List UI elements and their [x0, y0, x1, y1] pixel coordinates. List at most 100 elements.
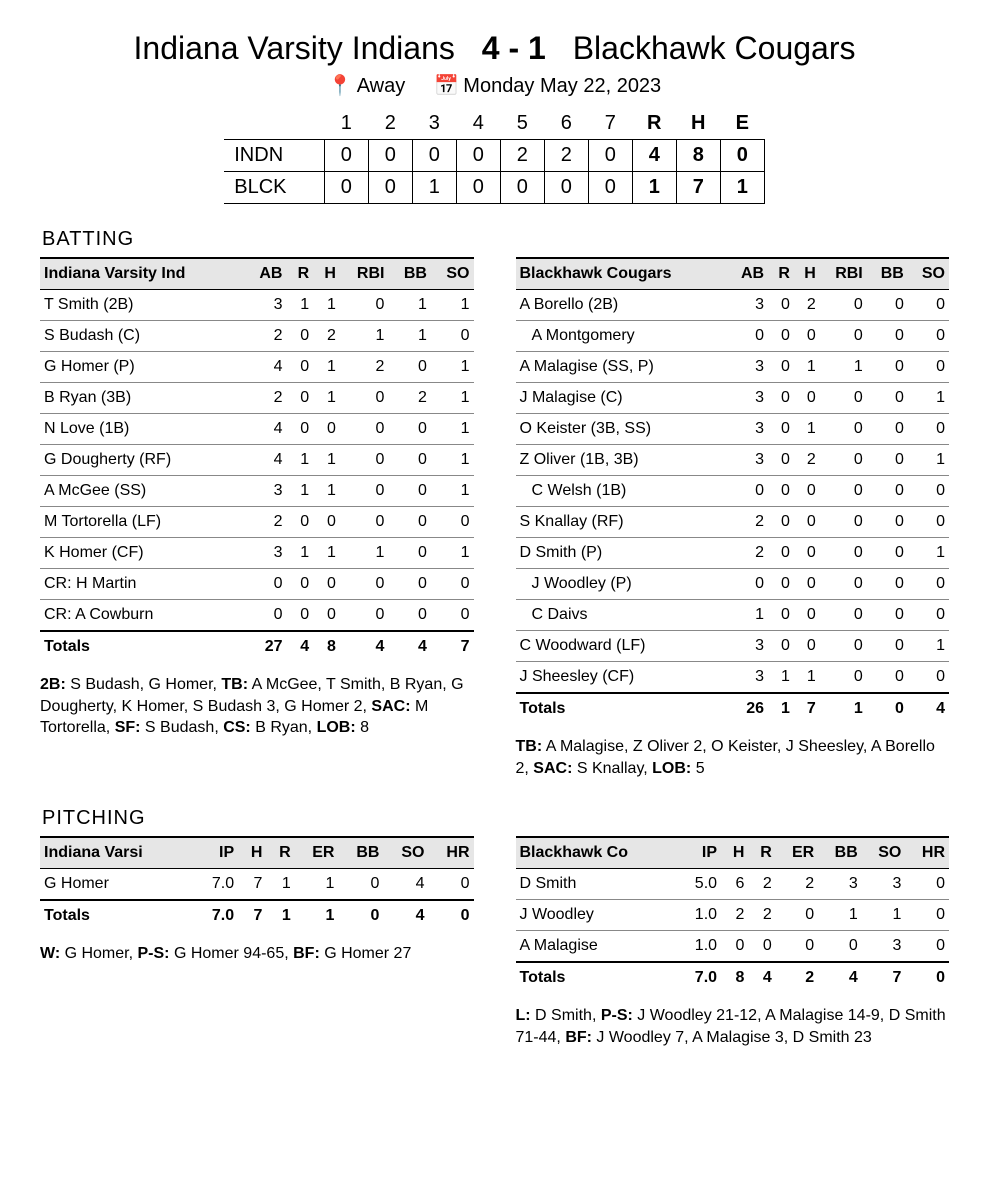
stat-cell: 0: [908, 507, 949, 538]
game-header: Indiana Varsity Indians 4 - 1 Blackhawk …: [40, 30, 949, 98]
stat-cell: 0: [794, 507, 820, 538]
stat-cell: 4: [383, 869, 428, 901]
box-col-header: R: [748, 837, 775, 869]
box-row: J Malagise (C)300001: [516, 383, 950, 414]
box-row: G Homer (P)401201: [40, 352, 474, 383]
box-col-header: H: [313, 258, 340, 290]
stat-cell: 1: [794, 662, 820, 694]
stat-cell: 2: [727, 507, 768, 538]
stat-cell: 1: [266, 869, 294, 901]
totals-cell: 4: [383, 900, 428, 931]
stat-cell: 0: [338, 869, 383, 901]
home-team-name: Blackhawk Cougars: [573, 30, 856, 66]
box-row: N Love (1B)400001: [40, 414, 474, 445]
box-col-header: H: [238, 837, 266, 869]
player-name: Z Oliver (1B, 3B): [516, 445, 727, 476]
stat-cell: 0: [388, 538, 430, 569]
box-row: T Smith (2B)311011: [40, 290, 474, 321]
stat-cell: 0: [721, 931, 748, 963]
date-label: Monday May 22, 2023: [463, 75, 661, 97]
stat-cell: 2: [244, 321, 286, 352]
stat-cell: 0: [244, 569, 286, 600]
box-col-header: BB: [867, 258, 908, 290]
stat-cell: 0: [768, 538, 794, 569]
stat-cell: 0: [908, 414, 949, 445]
stat-cell: 1: [286, 290, 313, 321]
stat-cell: 0: [818, 931, 862, 963]
box-team-header: Indiana Varsi: [40, 837, 194, 869]
inning-header: 1: [324, 108, 368, 140]
stat-cell: 0: [794, 600, 820, 631]
stat-cell: 0: [727, 569, 768, 600]
stat-cell: 0: [820, 569, 867, 600]
player-name: D Smith: [516, 869, 679, 900]
stat-cell: 1: [313, 383, 340, 414]
rhe-header: E: [720, 108, 764, 140]
box-team-header: Indiana Varsity Ind: [40, 258, 244, 290]
box-col-header: R: [286, 258, 313, 290]
batting-home-notes: TB: A Malagise, Z Oliver 2, O Keister, J…: [516, 736, 950, 779]
stat-cell: 2: [776, 869, 818, 900]
stat-cell: 0: [768, 414, 794, 445]
totals-label: Totals: [516, 962, 679, 993]
stat-cell: 1: [286, 445, 313, 476]
stat-cell: 1: [286, 538, 313, 569]
stat-cell: 1: [286, 476, 313, 507]
stat-cell: 1: [431, 476, 474, 507]
stat-cell: 0: [768, 569, 794, 600]
stat-cell: 1: [768, 662, 794, 694]
stat-cell: 0: [768, 507, 794, 538]
stat-cell: 0: [820, 321, 867, 352]
stat-cell: 0: [286, 569, 313, 600]
stat-cell: 3: [727, 383, 768, 414]
player-name: J Sheesley (CF): [516, 662, 727, 694]
stat-cell: 1: [908, 383, 949, 414]
stat-cell: 2: [794, 445, 820, 476]
stat-cell: 1: [313, 538, 340, 569]
stat-cell: 0: [820, 507, 867, 538]
stat-cell: 0: [727, 476, 768, 507]
rhe-cell: 1: [720, 172, 764, 204]
box-row: A Malagise1.0000030: [516, 931, 950, 963]
totals-label: Totals: [40, 900, 194, 931]
stat-cell: 4: [244, 445, 286, 476]
stat-cell: 3: [862, 931, 906, 963]
box-col-header: H: [721, 837, 748, 869]
rhe-cell: 7: [676, 172, 720, 204]
rhe-header: R: [632, 108, 676, 140]
player-name: A Borello (2B): [516, 290, 727, 321]
stat-cell: 0: [388, 600, 430, 632]
stat-cell: 0: [794, 321, 820, 352]
stat-cell: 0: [867, 352, 908, 383]
totals-cell: 0: [428, 900, 473, 931]
stat-cell: 0: [794, 569, 820, 600]
stat-cell: 0: [794, 383, 820, 414]
stat-cell: 3: [818, 869, 862, 900]
stat-cell: 2: [388, 383, 430, 414]
stat-cell: 1: [794, 414, 820, 445]
totals-cell: 7: [431, 631, 474, 662]
stat-cell: 0: [867, 445, 908, 476]
pitching-away-col: Indiana VarsiIPHRERBBSOHRG Homer7.071104…: [40, 836, 474, 1048]
inning-header: 3: [412, 108, 456, 140]
stat-cell: 0: [820, 290, 867, 321]
box-col-header: AB: [244, 258, 286, 290]
stat-cell: 0: [768, 290, 794, 321]
stat-cell: 3: [244, 290, 286, 321]
linescore-blank-header: [224, 108, 324, 140]
box-row: K Homer (CF)311101: [40, 538, 474, 569]
stat-cell: 0: [388, 507, 430, 538]
linescore-header-row: 1234567RHE: [224, 108, 764, 140]
totals-cell: 2: [776, 962, 818, 993]
inning-cell: 0: [324, 172, 368, 204]
stat-cell: 0: [908, 290, 949, 321]
stat-cell: 0: [820, 476, 867, 507]
stat-cell: 7.0: [194, 869, 238, 901]
rhe-cell: 0: [720, 140, 764, 172]
game-meta: 📍Away 📅Monday May 22, 2023: [40, 73, 949, 98]
totals-cell: 4: [908, 693, 949, 724]
stat-cell: 1: [727, 600, 768, 631]
inning-cell: 0: [500, 172, 544, 204]
box-col-header: R: [768, 258, 794, 290]
stat-cell: 0: [776, 900, 818, 931]
